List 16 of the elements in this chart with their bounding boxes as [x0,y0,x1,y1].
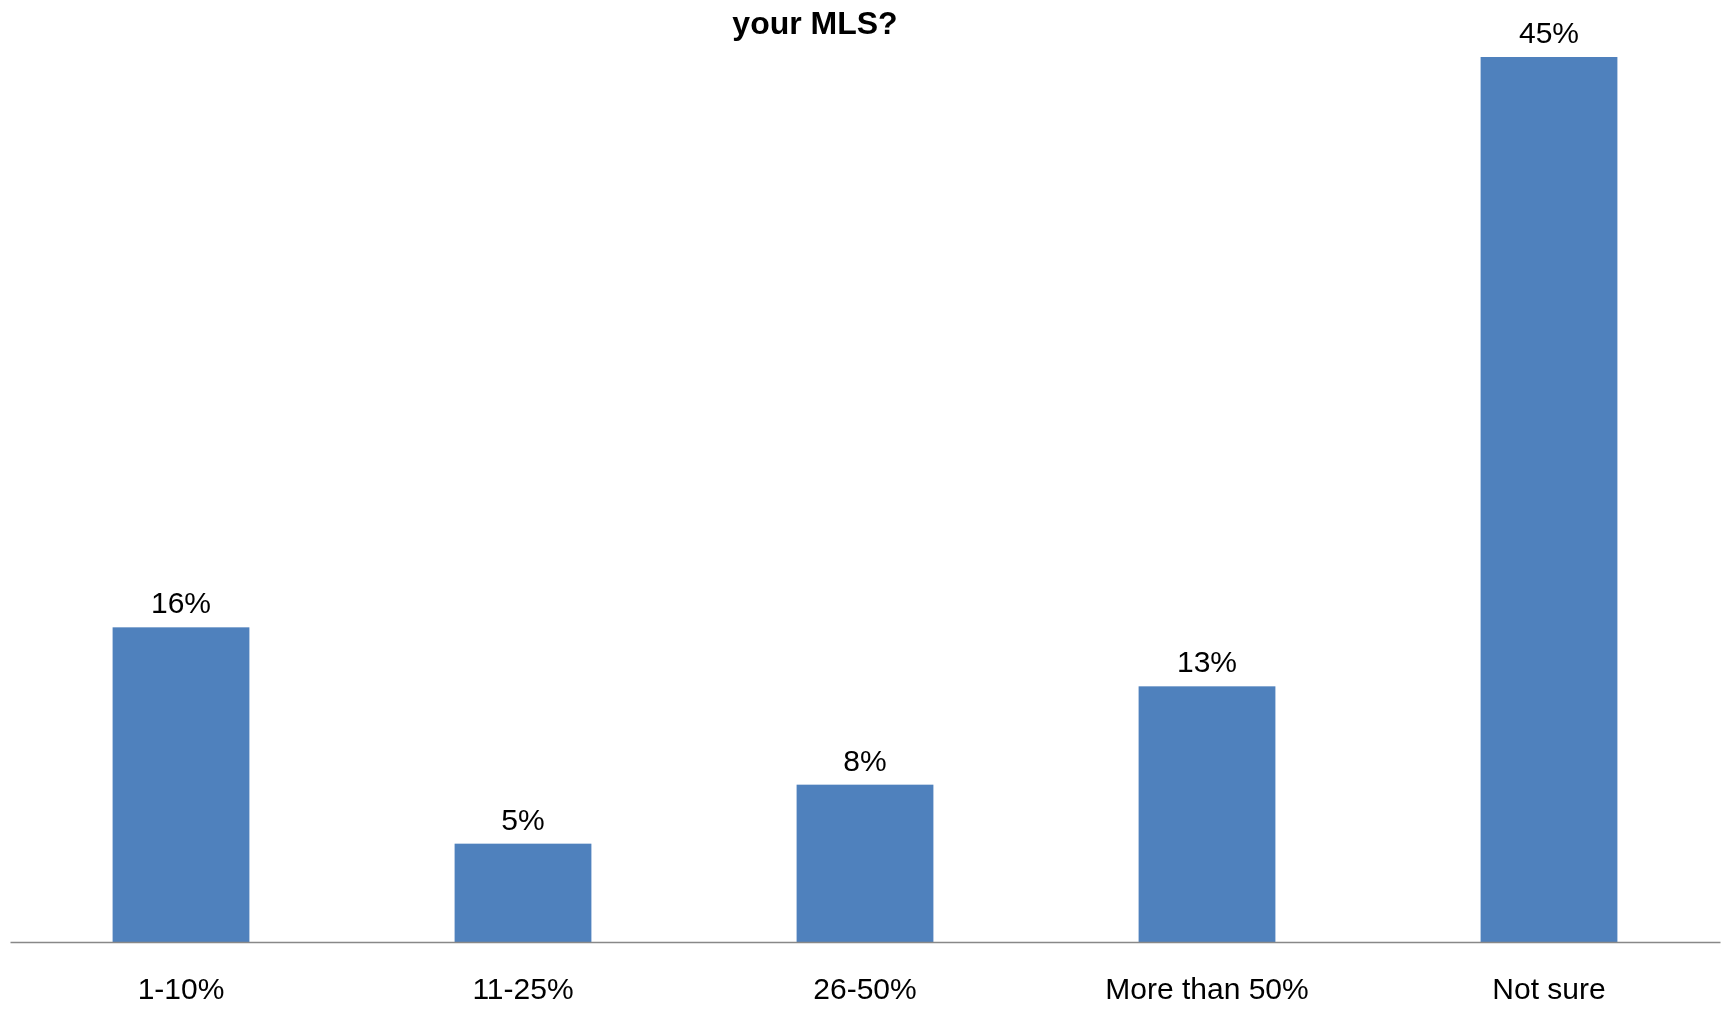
x-tick-label: Not sure [1492,972,1606,1006]
data-label: 5% [501,802,545,836]
data-label: 16% [150,586,212,620]
bar [454,843,592,942]
x-tick-label: 11-25% [472,972,574,1006]
data-label: 8% [843,743,887,777]
x-tick-label: 1-10% [137,972,225,1006]
bar [1138,686,1276,942]
data-label: 45% [1518,16,1580,49]
x-tick-label: 26-50% [813,972,917,1006]
bar [112,627,250,942]
bar [796,784,934,942]
chart-title: your MLS? [732,5,898,41]
x-tick-label: More than 50% [1105,972,1309,1006]
data-label: 13% [1176,645,1238,679]
bar [1480,57,1618,942]
